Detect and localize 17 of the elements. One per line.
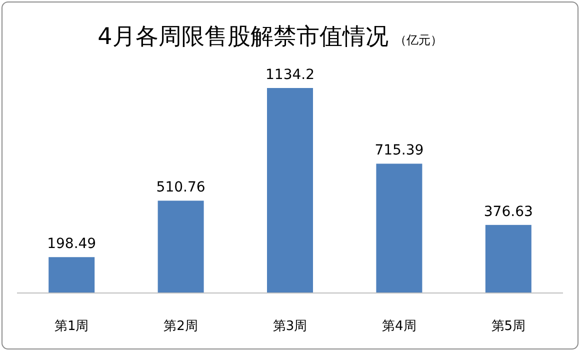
data-label: 376.63 — [484, 204, 533, 220]
data-label: 510.76 — [156, 180, 206, 196]
x-tick-label: 第1周 — [54, 319, 89, 334]
bar — [376, 164, 422, 293]
data-label: 715.39 — [374, 142, 424, 159]
x-tick-label: 第4周 — [382, 319, 416, 334]
data-label: 198.49 — [47, 236, 96, 252]
bar — [485, 224, 532, 293]
x-tick-label: 第2周 — [164, 319, 198, 334]
x-tick-label: 第5周 — [491, 319, 526, 334]
chart-title: 4月各周限售股解禁市值情况 — [98, 24, 388, 50]
x-tick-label: 第3周 — [272, 319, 308, 334]
bar — [267, 88, 313, 293]
bar — [48, 257, 95, 293]
chart-subtitle: （亿元） — [394, 33, 442, 47]
bar — [158, 200, 204, 293]
data-label: 1134.2 — [266, 67, 314, 83]
